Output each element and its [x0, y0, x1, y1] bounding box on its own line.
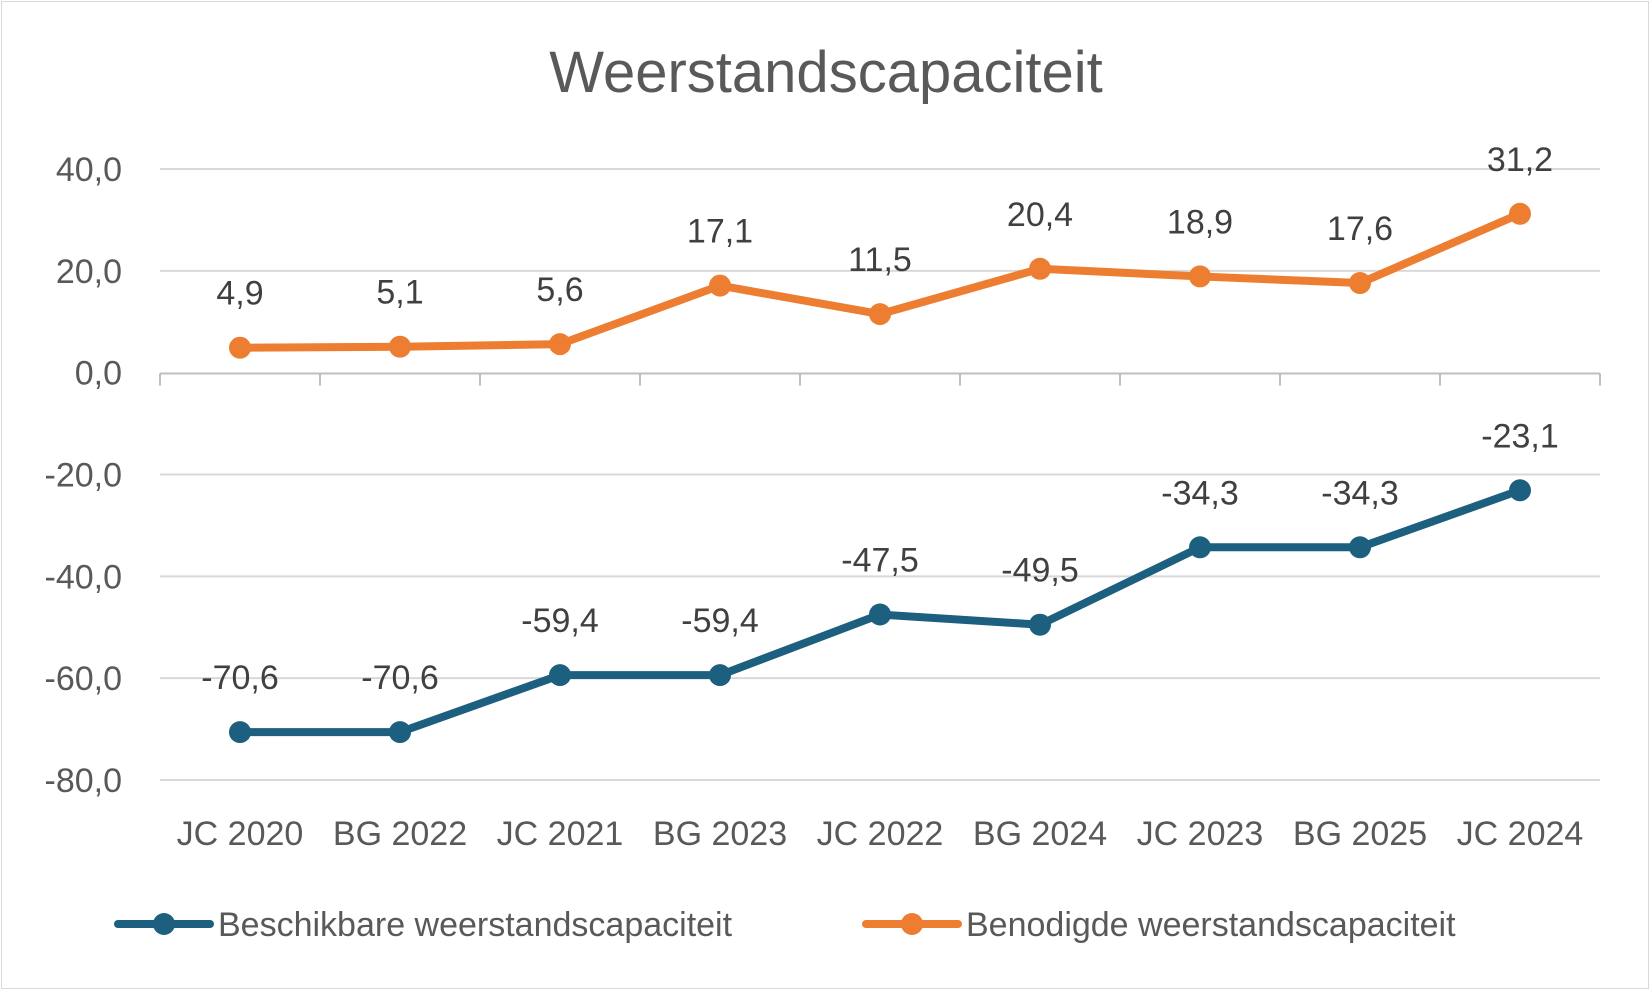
legend-label: Benodigde weerstandscapaciteit [966, 906, 1456, 944]
y-tick-label: -80,0 [45, 762, 123, 800]
data-label: -59,4 [521, 602, 599, 640]
data-point [1189, 265, 1211, 288]
data-label: -70,6 [361, 659, 439, 697]
gridlines [160, 168, 1600, 781]
x-tick-label: JC 2020 [177, 815, 304, 853]
series-1: -70,6 -70,6 -59,4 -59,4 -47,5 -49,5 -34,3 -34,3… [201, 417, 1559, 744]
y-tick-label: 20,0 [56, 253, 122, 291]
data-point [709, 664, 731, 687]
data-point [389, 721, 411, 744]
data-point [549, 664, 571, 687]
data-label: 11,5 [848, 241, 912, 279]
data-label: -49,5 [1001, 552, 1079, 590]
y-tick-label: -20,0 [45, 457, 123, 495]
data-point [869, 303, 891, 326]
data-point [869, 603, 891, 626]
y-tick-label: -60,0 [45, 660, 123, 698]
data-label: 31,2 [1487, 141, 1553, 179]
x-axis: JC 2020 BG 2022 JC 2021 BG 2023 JC 2022 BG 20… [159, 372, 1601, 853]
y-tick-label: -40,0 [45, 558, 123, 596]
data-point [1029, 257, 1051, 280]
x-tick-label: JC 2022 [817, 815, 944, 853]
data-point [709, 274, 731, 297]
x-tick-label: JC 2023 [1137, 815, 1264, 853]
data-label: 17,6 [1327, 210, 1393, 248]
data-label: -70,6 [201, 659, 279, 697]
x-tick-label: BG 2023 [653, 815, 787, 853]
legend-item-1: Beschikbare weerstandscapaciteit [114, 906, 733, 944]
data-label: 4,9 [216, 275, 263, 313]
x-tick-label: BG 2022 [333, 815, 467, 853]
series-group: -70,6 -70,6 -59,4 -59,4 -47,5 -49,5 -34,3 -34,3… [201, 141, 1559, 744]
data-point [229, 721, 251, 744]
data-label: 18,9 [1167, 203, 1233, 241]
data-label: 5,1 [376, 274, 423, 312]
legend-item-2: Benodigde weerstandscapaciteit [862, 906, 1456, 944]
series-2: 4,9 5,1 5,6 17,1 11,5 20,4 18,9 17,6 31,2 [216, 141, 1553, 359]
data-label: -59,4 [681, 602, 759, 640]
data-point [1029, 613, 1051, 636]
y-tick-label: 0,0 [75, 355, 122, 393]
data-point [1349, 536, 1371, 559]
data-label: -47,5 [841, 542, 919, 580]
data-label: 17,1 [687, 213, 753, 251]
data-label: 5,6 [536, 271, 583, 309]
data-point [1509, 202, 1531, 225]
x-tick-label: BG 2025 [1293, 815, 1427, 853]
data-point [549, 333, 571, 356]
y-tick-label: 40,0 [56, 151, 122, 189]
x-tick-label: JC 2021 [497, 815, 624, 853]
data-point [1189, 536, 1211, 559]
data-point [1349, 272, 1371, 295]
data-label: 20,4 [1007, 196, 1073, 234]
x-tick-label: JC 2024 [1457, 815, 1584, 853]
chart-title: Weerstandscapaciteit [549, 40, 1102, 105]
x-tick-label: BG 2024 [973, 815, 1107, 853]
data-label: -34,3 [1161, 474, 1239, 512]
data-label: -34,3 [1321, 474, 1399, 512]
data-point [1509, 479, 1531, 502]
legend: Beschikbare weerstandscapaciteit Benodigd… [114, 906, 1456, 944]
data-label: -23,1 [1481, 417, 1559, 455]
legend-swatch-marker [153, 913, 175, 935]
legend-label: Beschikbare weerstandscapaciteit [218, 906, 733, 944]
data-point [229, 336, 251, 359]
data-point [389, 335, 411, 358]
legend-swatch-marker [901, 913, 923, 935]
y-axis: 40,0 20,0 0,0 -20,0 -40,0 -60,0 -80,0 [45, 151, 123, 800]
